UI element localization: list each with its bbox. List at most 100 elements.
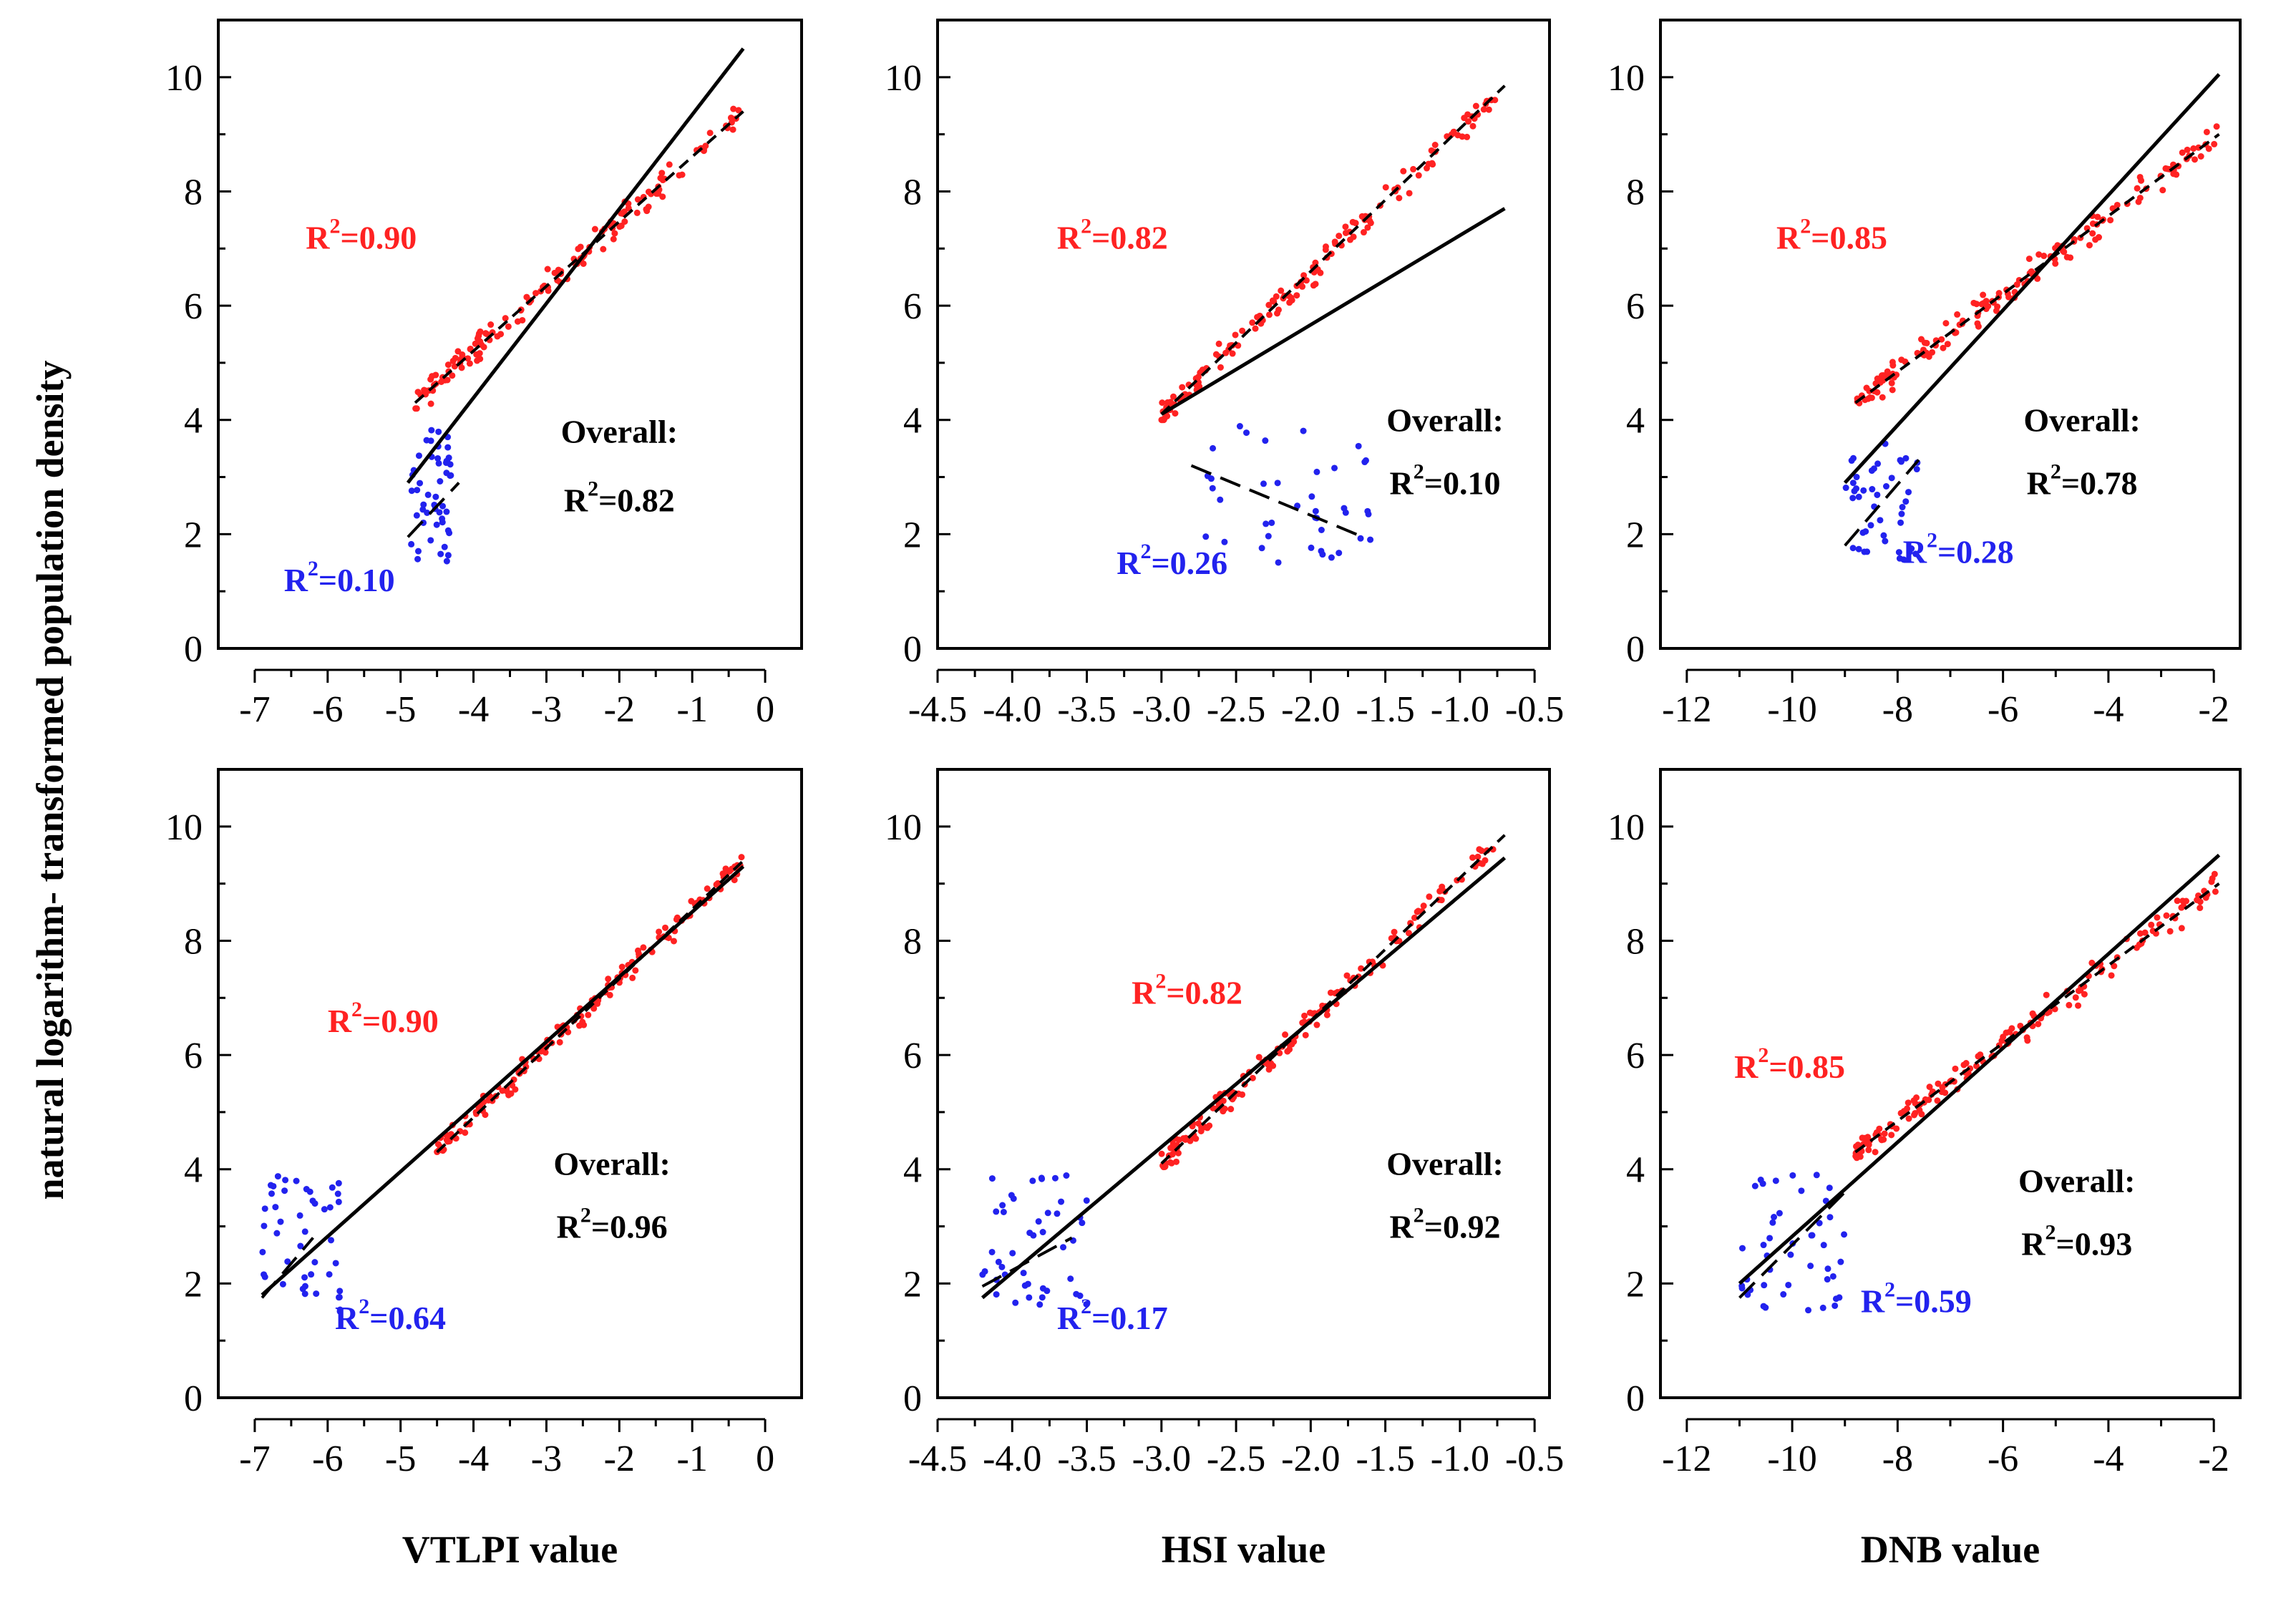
- rural-r2-label-symbol: R: [1861, 1283, 1885, 1319]
- rural-point: [1044, 1210, 1051, 1217]
- rural-point: [328, 1237, 335, 1244]
- rural-point: [420, 501, 427, 508]
- y-tick-label: 0: [184, 629, 203, 670]
- y-tick-label: 4: [903, 1150, 922, 1191]
- urban-point: [1905, 1115, 1912, 1122]
- urban-point: [633, 209, 641, 216]
- overall-r2-label-superscript: 2: [2045, 1220, 2056, 1244]
- urban-point: [2067, 254, 2074, 261]
- urban-r2-label-superscript: 2: [1758, 1043, 1769, 1067]
- urban-point: [659, 193, 666, 200]
- urban-point: [505, 323, 512, 330]
- x-tick-label: 0: [756, 1439, 774, 1479]
- rural-point: [321, 1206, 328, 1213]
- rural-point: [336, 1306, 344, 1313]
- urban-point: [2034, 275, 2041, 282]
- urban-point: [2111, 963, 2118, 970]
- urban-point: [1954, 311, 1961, 318]
- urban-point: [1180, 1135, 1187, 1142]
- x-tick-label: -4: [2093, 689, 2124, 730]
- urban-point: [1173, 1158, 1180, 1165]
- y-tick-label: 6: [1626, 286, 1645, 327]
- urban-point: [706, 130, 714, 137]
- rural-point: [1012, 1299, 1019, 1306]
- x-tick-label: -12: [1662, 1439, 1711, 1479]
- urban-point: [1382, 184, 1389, 191]
- urban-point: [1249, 319, 1256, 326]
- rural-point: [261, 1205, 268, 1212]
- rural-r2-label-value: =0.59: [1895, 1283, 1972, 1319]
- urban-point: [482, 1111, 489, 1119]
- urban-point: [1179, 384, 1186, 391]
- urban-point: [1215, 340, 1222, 347]
- urban-point: [519, 316, 526, 323]
- urban-point: [1863, 384, 1870, 391]
- rural-point: [303, 1186, 310, 1193]
- rural-r2-label-superscript: 2: [1081, 1295, 1091, 1318]
- urban-point: [1411, 914, 1418, 921]
- y-tick-label: 8: [184, 172, 203, 213]
- urban-r2-label: R2=0.82: [1132, 969, 1242, 1011]
- y-tick-label: 0: [184, 1378, 203, 1419]
- urban-point: [1317, 269, 1324, 276]
- x-tick-label: -4: [458, 1439, 489, 1479]
- rural-point: [1761, 1282, 1768, 1289]
- rural-point: [1221, 538, 1228, 545]
- x-tick-label: -1.0: [1431, 1439, 1489, 1479]
- urban-point: [423, 387, 430, 394]
- urban-point: [1265, 301, 1273, 308]
- x-tick-label: -0.5: [1505, 689, 1564, 730]
- rural-point: [1751, 1182, 1759, 1189]
- rural-point: [1848, 457, 1855, 464]
- urban-r2-label: R2=0.85: [1776, 214, 1887, 256]
- urban-point: [473, 351, 480, 358]
- urban-point: [1221, 1105, 1228, 1112]
- urban-point: [1881, 373, 1888, 380]
- urban-point: [616, 223, 623, 230]
- x-tick-label: -6: [312, 689, 343, 730]
- rural-point: [1313, 468, 1320, 475]
- urban-point: [1415, 907, 1422, 915]
- urban-point: [2211, 140, 2218, 147]
- rural-point: [1067, 1275, 1074, 1283]
- urban-point: [1905, 1099, 1912, 1106]
- urban-point: [1998, 1037, 2005, 1044]
- urban-point: [1472, 102, 1479, 110]
- rural-point: [1769, 1219, 1776, 1226]
- rural-point: [1331, 464, 1338, 472]
- rural-point: [1900, 556, 1907, 563]
- rural-point: [1207, 475, 1215, 482]
- urban-point: [2208, 878, 2215, 885]
- x-tick-label: -8: [1882, 689, 1913, 730]
- y-tick-label: 6: [1626, 1036, 1645, 1076]
- x-tick-label: -3.0: [1132, 1439, 1191, 1479]
- urban-point: [735, 107, 742, 114]
- rural-point: [1785, 1281, 1792, 1288]
- y-tick-label: 2: [1626, 515, 1645, 555]
- rural-point: [439, 502, 447, 510]
- overall-r2-label-value: =0.93: [2056, 1225, 2132, 1262]
- urban-point: [1405, 930, 1412, 937]
- rural-point: [1051, 1174, 1059, 1182]
- rural-point: [1760, 1242, 1767, 1249]
- urban-point: [2107, 217, 2114, 224]
- x-tick-label: -6: [312, 1439, 343, 1479]
- rural-point: [1024, 1280, 1031, 1288]
- rural-point: [1816, 1220, 1823, 1227]
- rural-point: [1862, 528, 1869, 535]
- urban-point: [1265, 311, 1273, 318]
- rural-point: [1897, 519, 1905, 526]
- urban-point: [1973, 301, 1980, 308]
- urban-point: [2205, 145, 2212, 152]
- rural-point: [1063, 1172, 1070, 1179]
- rural-point: [1319, 551, 1326, 558]
- rural-fit-line: [261, 1237, 314, 1299]
- rural-point: [1899, 504, 1906, 511]
- urban-point: [2136, 173, 2144, 180]
- urban-point: [1212, 351, 1220, 358]
- rural-point: [311, 1259, 318, 1266]
- x-tick-label: -1.5: [1356, 1439, 1414, 1479]
- urban-r2-label-superscript: 2: [1155, 969, 1166, 993]
- rural-point: [1888, 474, 1895, 482]
